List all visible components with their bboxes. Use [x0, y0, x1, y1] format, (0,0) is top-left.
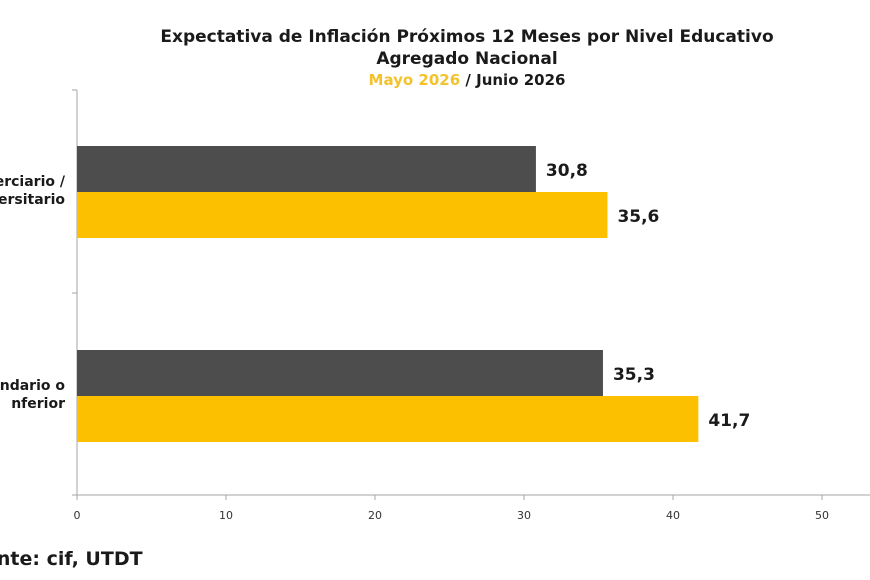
- bar-value-label: 30,8: [546, 161, 588, 181]
- period-separator: /: [465, 71, 471, 89]
- category-label: iversitario: [0, 192, 65, 208]
- x-tick-label: 30: [517, 509, 531, 522]
- chart-period-line: Mayo 2026 / Junio 2026: [0, 70, 870, 90]
- x-tick-label: 10: [219, 509, 233, 522]
- bar-value-label: 41,7: [708, 411, 750, 431]
- bar: [77, 192, 608, 238]
- period-a-label: Mayo 2026: [368, 71, 461, 89]
- category-label: erciario /: [0, 174, 66, 190]
- chart-titles: Expectativa de Inflación Próximos 12 Mes…: [0, 26, 870, 90]
- bar: [77, 146, 536, 192]
- source-note: ente: cif, UTDT: [0, 548, 143, 570]
- chart-title: Expectativa de Inflación Próximos 12 Mes…: [160, 27, 774, 47]
- bar-value-label: 35,6: [617, 207, 659, 227]
- category-label: nferior: [11, 396, 65, 412]
- x-tick-label: 40: [666, 509, 680, 522]
- bar: [77, 396, 699, 442]
- chart-subtitle: Agregado Nacional: [376, 49, 558, 69]
- x-tick-label: 50: [815, 509, 829, 522]
- x-tick-label: 20: [368, 509, 382, 522]
- x-tick-label: 0: [74, 509, 81, 522]
- category-label: undario o: [0, 378, 65, 394]
- period-b-label: Junio 2026: [476, 71, 566, 89]
- bar: [77, 350, 603, 396]
- bar-value-label: 35,3: [613, 365, 655, 385]
